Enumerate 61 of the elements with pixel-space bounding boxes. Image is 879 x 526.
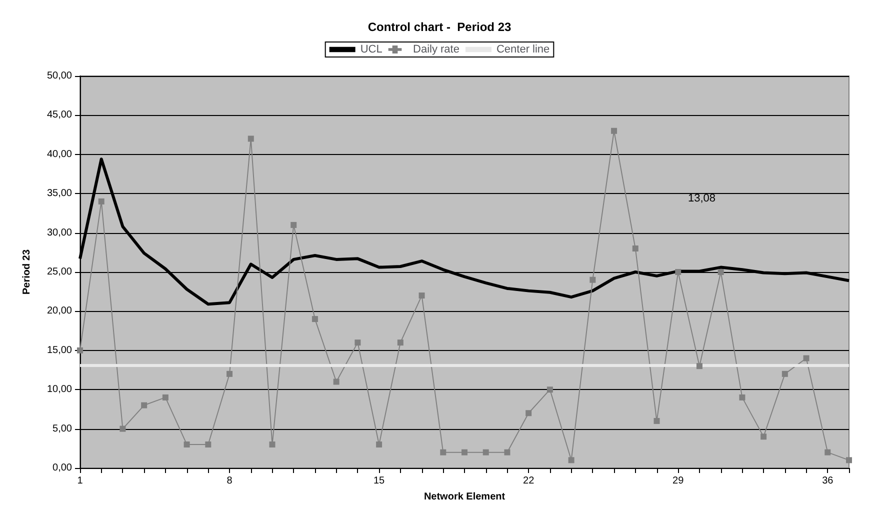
annotation: 13,08 [688,192,716,204]
point [718,269,724,275]
y-tick-label: 15,00 [46,344,72,356]
y-tick-label: 45,00 [46,110,72,121]
point [590,276,596,283]
point [803,355,810,362]
chart-title: Control chart - Period 23 [368,20,512,34]
point [418,292,425,299]
point [546,386,553,393]
y-axis-title: Period 23 [22,249,32,295]
legend-label: Center line [496,44,550,56]
x-tick-label: 15 [373,476,386,486]
point [120,426,126,432]
point [333,378,340,385]
point [312,316,318,322]
y-tick-label: 20,00 [46,306,72,317]
point [632,245,638,252]
point [141,402,148,408]
x-axis-title: Network Element [424,492,506,502]
x-tick-label: 22 [523,476,535,486]
point [290,222,297,228]
point [354,340,361,346]
point [846,457,852,464]
point [611,128,618,134]
point [782,370,788,377]
y-tick-label: 0,00 [52,462,72,474]
legend-label: UCL [360,44,382,56]
point [440,449,446,456]
point [462,449,468,456]
y-tick-label: 40,00 [46,148,72,160]
y-tick-label: 50,00 [46,70,72,82]
y-tick-label: 10,00 [46,384,72,396]
point [568,457,574,464]
point [675,269,682,275]
x-tick-label: 1 [77,476,84,486]
x-tick-label: 29 [672,476,684,486]
point [205,441,212,448]
y-tick-label: 30,00 [46,227,72,238]
y-tick-label: 5,00 [52,423,72,434]
point [269,441,276,448]
point [824,449,831,456]
point [482,449,489,456]
point [248,136,254,142]
point [739,394,746,400]
point [226,370,233,377]
point [376,441,382,448]
y-tick-label: 25,00 [46,266,72,278]
point [654,418,660,424]
point [526,410,532,416]
point [397,340,404,346]
x-tick-label: 36 [822,476,834,486]
x-tick-label: 8 [226,476,233,486]
y-tick-label: 35,00 [46,188,72,200]
point [504,449,510,456]
point [184,441,190,448]
legend-label: Daily rate [413,44,460,56]
point [98,198,104,204]
point [696,363,702,370]
point [162,394,168,400]
point [760,434,767,440]
point [77,347,83,354]
